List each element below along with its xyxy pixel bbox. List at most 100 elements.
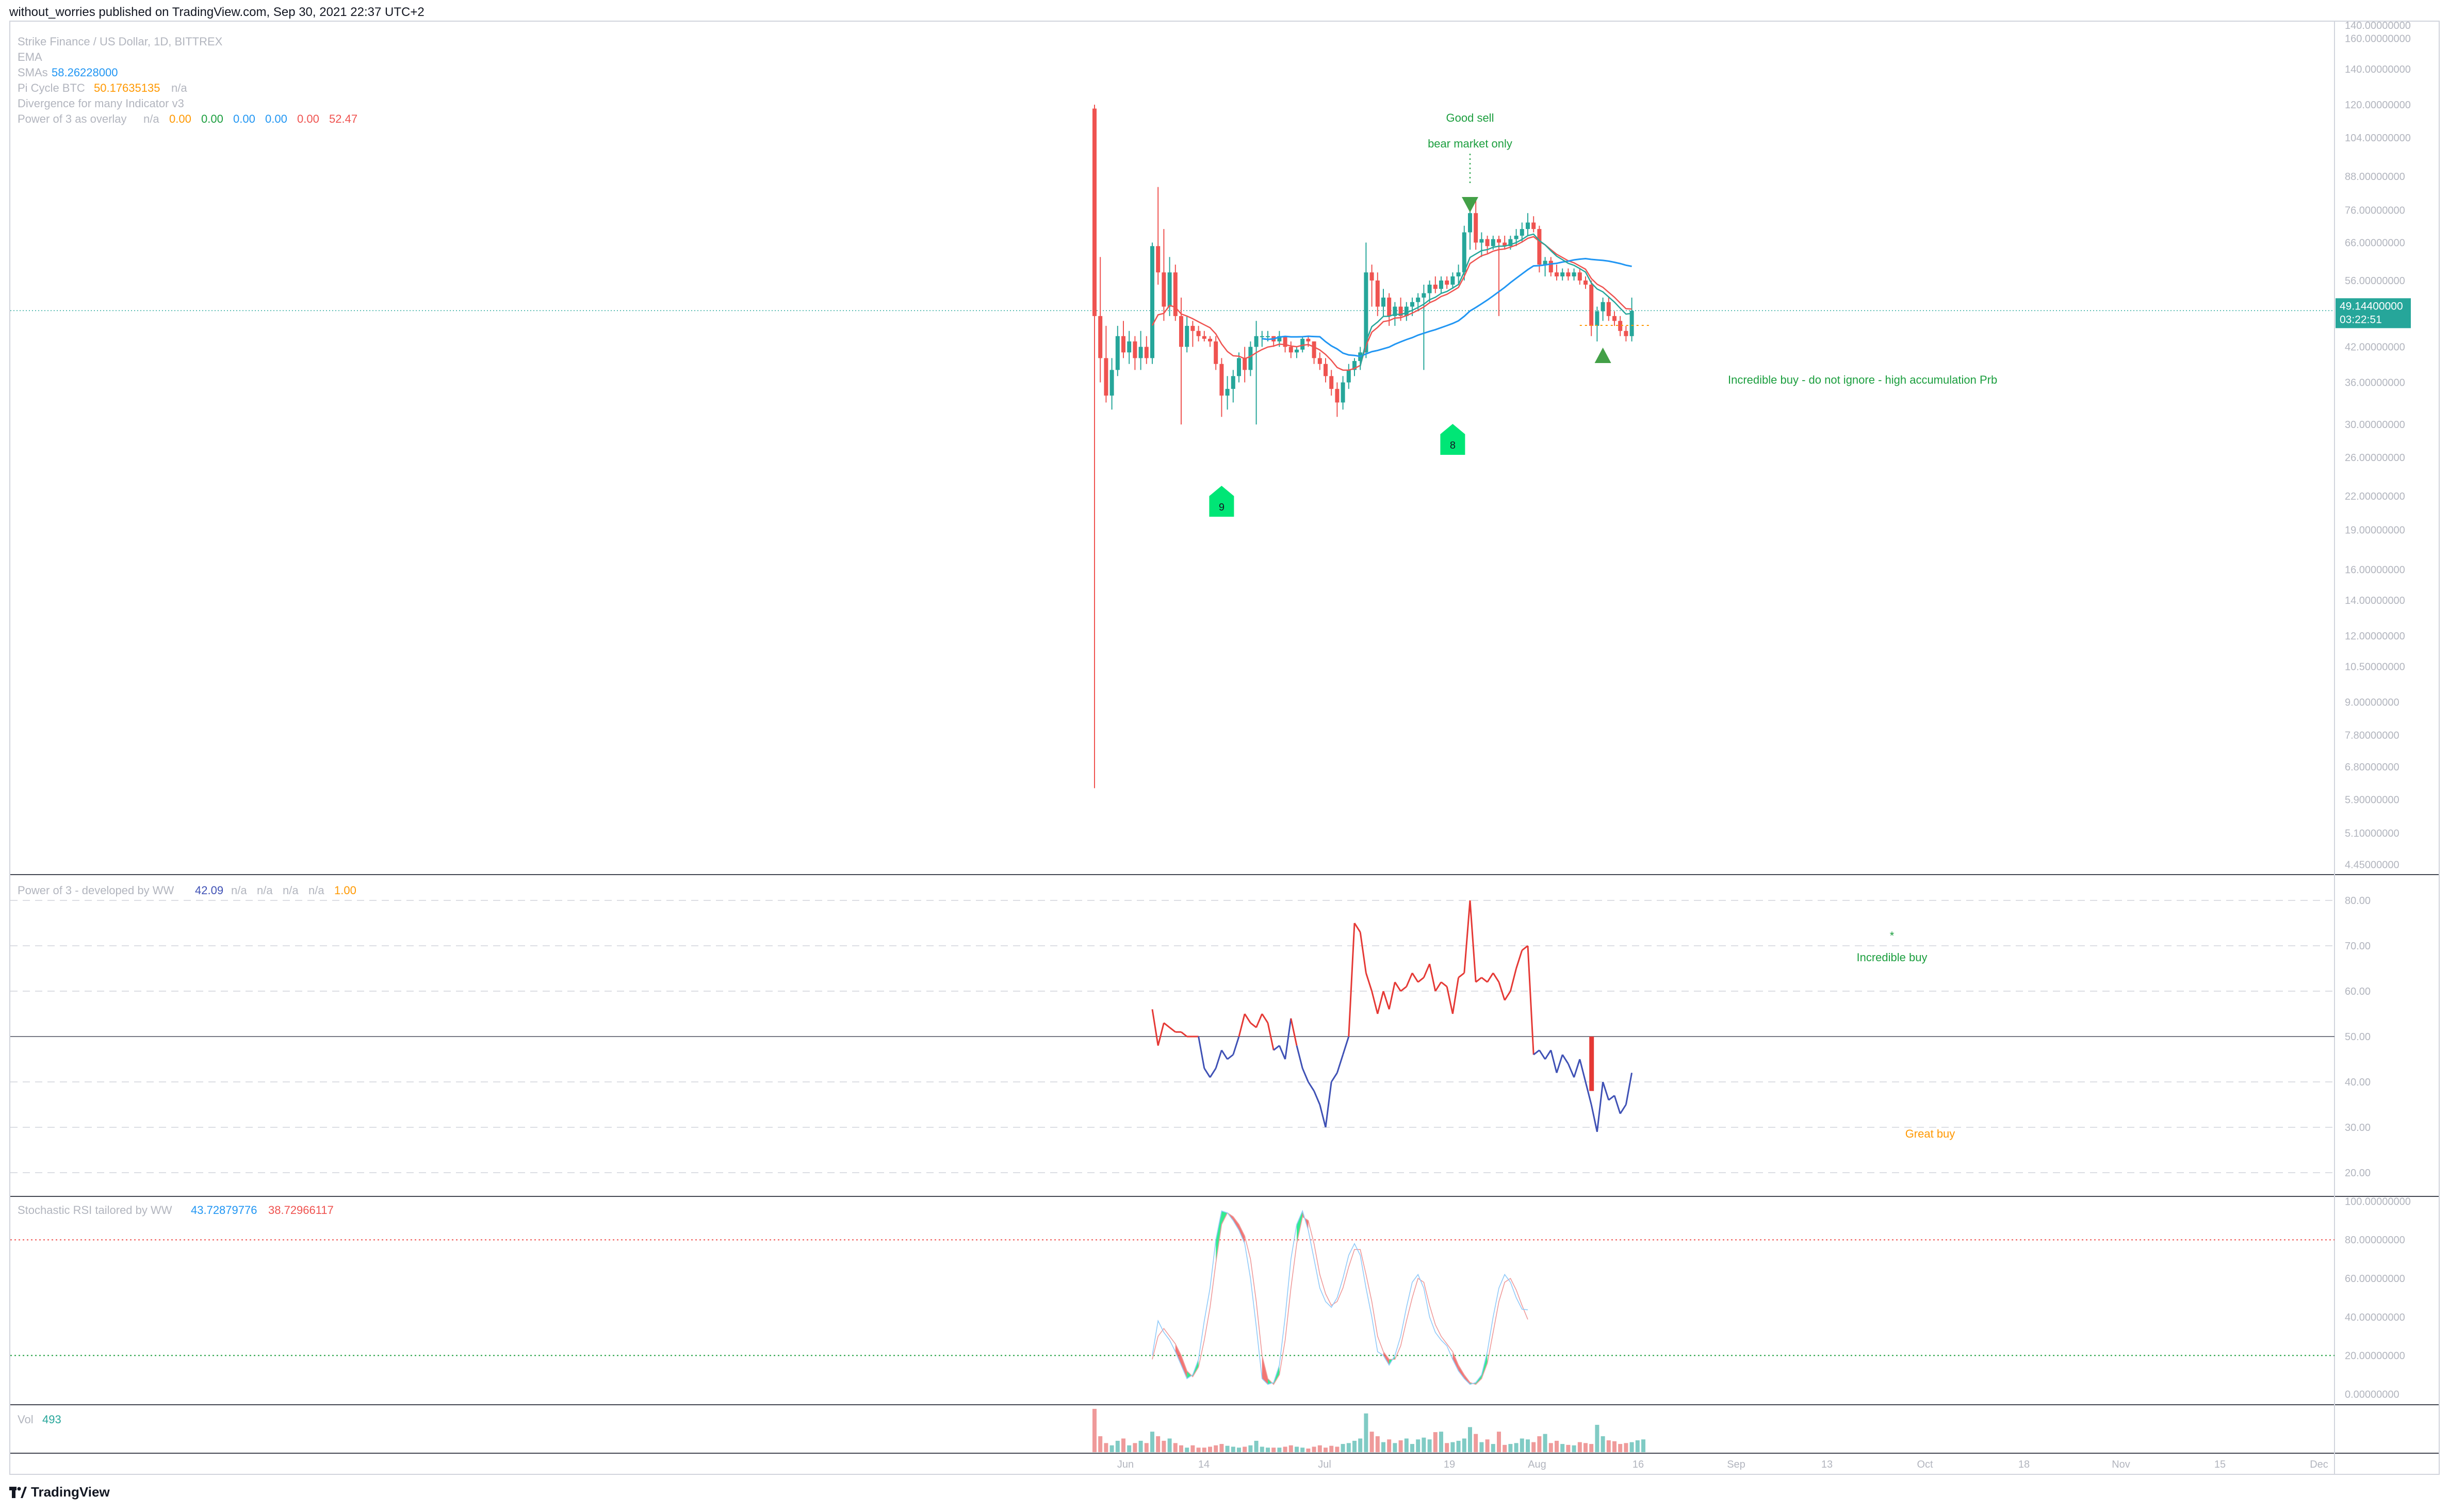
candle-body	[1508, 239, 1513, 246]
grid-layer	[10, 22, 2439, 1474]
candle-body	[1398, 306, 1403, 316]
price-tick-label: 4.45000000	[2345, 860, 2399, 871]
annotation-star: *	[1890, 929, 1895, 942]
power3-legend-v5: 1.00	[334, 884, 356, 897]
power3-tick-label: 80.00	[2345, 895, 2371, 907]
volume-bar	[1306, 1448, 1311, 1452]
stoch-k-line	[1152, 1209, 1528, 1385]
axes-layer: 140.00000000160.00000000140.00000000120.…	[1117, 20, 2411, 1470]
chart-svg[interactable]: 140.00000000160.00000000140.00000000120.…	[10, 20, 2439, 1474]
candle-body	[1491, 239, 1495, 246]
volume-bar	[1387, 1439, 1392, 1452]
power3-segment	[1348, 923, 1356, 1037]
stoch-cross-fill	[1216, 1211, 1222, 1263]
volume-bar	[1624, 1443, 1628, 1452]
candle-body	[1329, 376, 1334, 389]
time-tick-label: Oct	[1917, 1459, 1933, 1470]
smas-legend-label: SMAs	[18, 66, 48, 79]
volume-bar	[1572, 1445, 1576, 1452]
candle-body	[1520, 229, 1524, 236]
power3-legend-v0: 42.09	[195, 884, 223, 897]
candle-body	[1456, 272, 1461, 277]
price-tick-label: 140.00000000	[2345, 22, 2411, 31]
buy-arrow-up	[1594, 348, 1611, 363]
candle-body	[1462, 232, 1466, 273]
volume-bar	[1317, 1445, 1322, 1452]
candle-body	[1381, 298, 1385, 307]
price-tick-label: 56.00000000	[2345, 275, 2405, 287]
candle-body	[1104, 358, 1108, 396]
volume-bar	[1144, 1443, 1149, 1452]
last-price-box	[2336, 298, 2411, 328]
volume-bar	[1121, 1438, 1125, 1452]
candle-body	[1543, 260, 1547, 265]
last-price-value: 49.14400000	[2340, 300, 2403, 312]
volume-bar	[1369, 1432, 1374, 1452]
power3-segment	[1400, 986, 1407, 992]
pow-overlay-v3: 0.00	[233, 112, 255, 125]
volume-bar	[1202, 1448, 1206, 1452]
annotation-good-sell: Good sell	[1446, 111, 1494, 124]
volume-bar	[1491, 1444, 1495, 1452]
volume-bar	[1555, 1440, 1559, 1452]
volume-bar	[1352, 1440, 1357, 1452]
power3-segment	[1325, 1081, 1332, 1128]
price-tick-label: 66.00000000	[2345, 237, 2405, 249]
price-tick-label: 7.80000000	[2345, 730, 2399, 742]
price-tick-label: 88.00000000	[2345, 171, 2405, 183]
power3-segment	[1458, 972, 1465, 978]
power3-tick-label: 70.00	[2345, 941, 2371, 952]
candle-body	[1346, 370, 1351, 383]
volume-bar	[1560, 1444, 1565, 1452]
publisher-header: without_worries published on TradingView…	[9, 5, 425, 19]
power3-segment	[1151, 1009, 1159, 1046]
stoch-tick-label: 20.00000000	[2345, 1351, 2405, 1362]
candle-body	[1300, 338, 1305, 350]
volume-bar	[1237, 1448, 1241, 1452]
candle-body	[1422, 293, 1426, 298]
pi-legend-na: n/a	[171, 81, 187, 94]
candle-body	[1109, 370, 1114, 396]
annotations: Good sell bear market only Incredible bu…	[1209, 111, 1997, 1140]
volume-bar	[1277, 1448, 1282, 1452]
power3-segment	[1382, 991, 1390, 1010]
candle-body	[1173, 272, 1178, 316]
volume-bar	[1462, 1438, 1466, 1452]
power3-tick-label: 40.00	[2345, 1077, 2371, 1088]
stoch-d-line	[1152, 1212, 1528, 1385]
stoch-tick-label: 100.00000000	[2345, 1196, 2411, 1207]
stoch-tick-label: 60.00000000	[2345, 1273, 2405, 1285]
power3-segment	[1250, 1022, 1257, 1028]
power3-segment	[1406, 973, 1413, 987]
candle-body	[1375, 280, 1380, 307]
power3-segment	[1163, 1022, 1170, 1028]
power3-segment	[1492, 972, 1500, 983]
volume-bar	[1219, 1444, 1224, 1452]
power3-segment	[1504, 991, 1511, 1001]
stoch-legend-k: 43.72879776	[191, 1204, 257, 1217]
volume-bar	[1133, 1443, 1137, 1452]
candle-body	[1248, 347, 1253, 370]
volume-bar	[1375, 1436, 1380, 1452]
candle-body	[1624, 331, 1628, 336]
stoch-tick-label: 80.00000000	[2345, 1235, 2405, 1246]
price-tick-label: 160.00000000	[2345, 33, 2411, 44]
tradingview-footer[interactable]: TradingView	[9, 1484, 110, 1500]
candle-body	[1439, 280, 1443, 289]
candle-body	[1288, 347, 1293, 353]
volume-bar	[1243, 1447, 1247, 1452]
ema-green-line	[1359, 233, 1632, 367]
chart-frame: 140.00000000 160.00000000 140.00000000 120.…	[9, 20, 2440, 1475]
price-tick-label: 140.00000000	[2345, 64, 2411, 75]
power3-segment	[1313, 1091, 1321, 1105]
candle-body	[1445, 280, 1449, 285]
price-tick-label: 30.00000000	[2345, 419, 2405, 431]
power3-legend-v1: n/a	[231, 884, 247, 897]
candle-body	[1202, 336, 1206, 339]
stoch-cross-fill	[1383, 1352, 1390, 1366]
candle-body	[1317, 358, 1322, 364]
price-tick-label: 76.00000000	[2345, 205, 2405, 216]
volume-bar	[1185, 1448, 1189, 1452]
candle-body	[1548, 260, 1553, 273]
power3-segment	[1371, 991, 1379, 1014]
